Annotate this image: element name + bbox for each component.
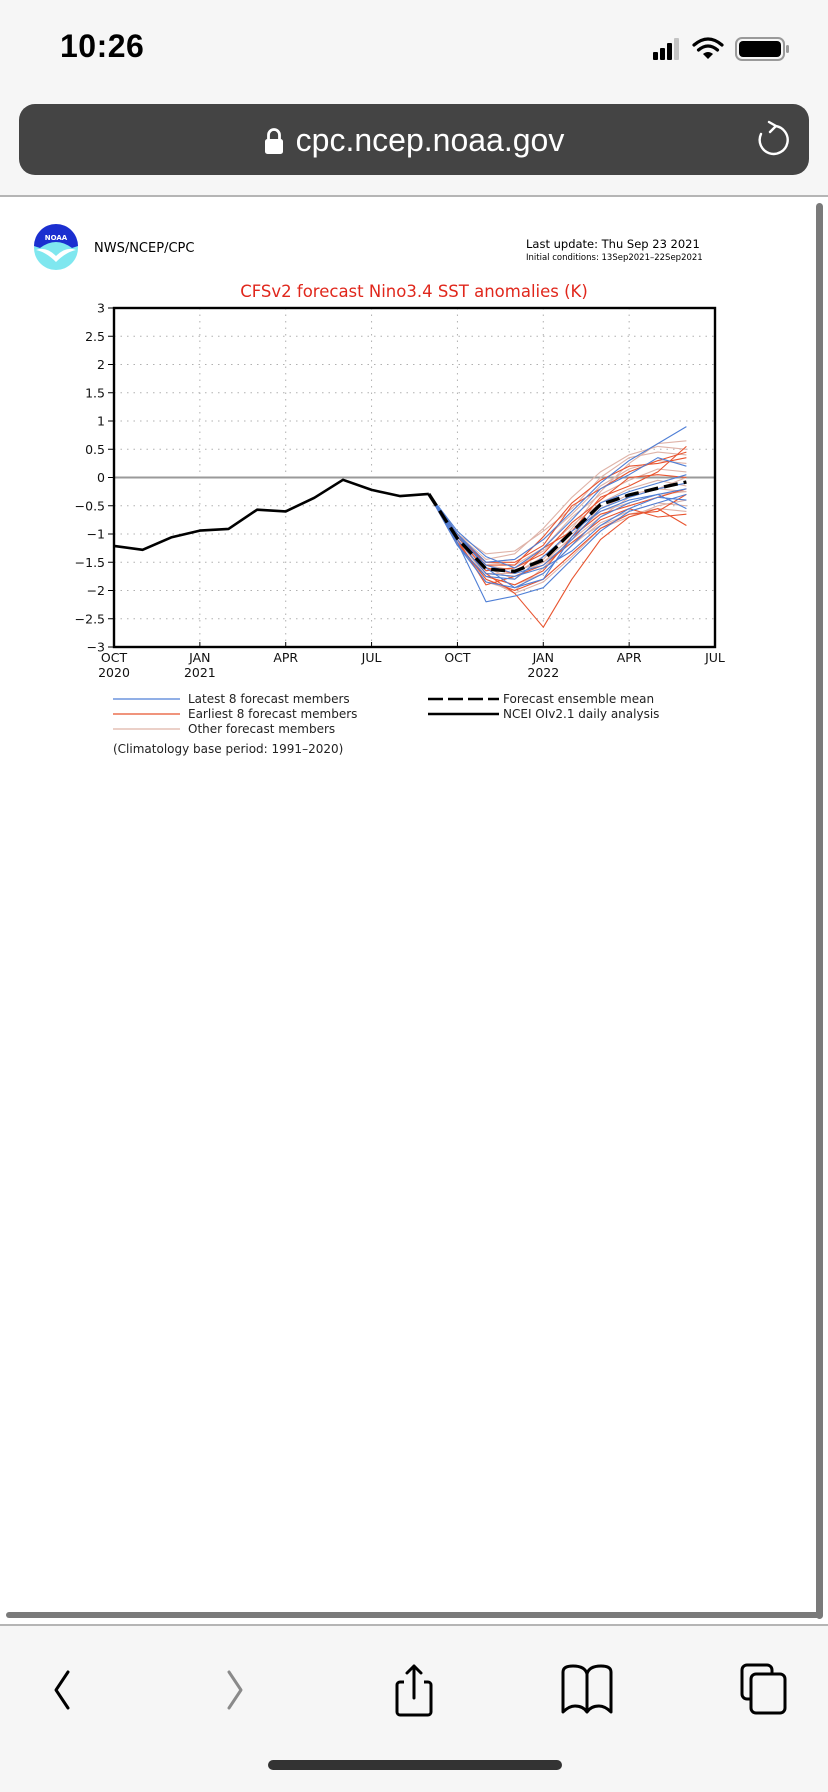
legend-label-other: Other forecast members (188, 722, 335, 736)
latest-member-line (428, 493, 687, 577)
y-tick-label: −2 (87, 583, 105, 598)
tabs-icon[interactable] (737, 1660, 797, 1720)
other-member-line (428, 445, 687, 560)
latest-members (428, 426, 687, 603)
home-indicator (268, 1760, 562, 1770)
noaa-logo-text: NOAA (45, 234, 68, 242)
x-tick-label: OCT (101, 650, 128, 665)
x-tick-label: OCT (444, 650, 471, 665)
y-tick-label: −0.5 (75, 498, 105, 513)
reload-icon[interactable] (753, 120, 791, 158)
x-tick-label: JUL (704, 650, 725, 665)
legend-label-observed: NCEI OIv2.1 daily analysis (503, 707, 659, 721)
ensemble-mean-line (427, 480, 687, 573)
y-tick-label: 2 (97, 357, 105, 372)
toolbar-divider (0, 1624, 828, 1626)
nino34-forecast-chart: NOAA NWS/NCEP/CPC Last update: Thu Sep 2… (34, 224, 725, 756)
wifi-icon (692, 37, 724, 59)
web-page (0, 197, 828, 1625)
x-tick-label: JAN (532, 650, 554, 665)
latest-member-line (428, 493, 687, 580)
x-tick-year-label: 2022 (527, 665, 559, 680)
x-tick-year-label: 2020 (98, 665, 130, 680)
latest-member-line (428, 457, 687, 569)
y-tick-label: −1 (87, 527, 105, 542)
status-icons (653, 37, 789, 61)
status-bar: 10:26 (0, 0, 828, 96)
y-tick-label: −2.5 (75, 611, 105, 626)
lock-icon (264, 127, 283, 154)
forward-icon[interactable] (207, 1660, 267, 1720)
org-label: NWS/NCEP/CPC (94, 241, 194, 256)
chart-title: CFSv2 forecast Nino3.4 SST anomalies (K) (240, 282, 588, 301)
address-bar-divider (0, 195, 828, 197)
y-axis: 3 2.5 2 1.5 1 0.5 0 −0.5 −1 −1.5 −2 −2.5 −3 (75, 301, 114, 655)
y-tick-label: 1.5 (85, 385, 105, 400)
earliest-member-line (428, 488, 687, 586)
x-tick-year-label: 2021 (184, 665, 216, 680)
y-tick-label: 3 (97, 301, 105, 316)
share-icon[interactable] (384, 1660, 444, 1720)
climatology-note: (Climatology base period: 1991–2020) (113, 742, 343, 756)
back-icon[interactable] (30, 1660, 90, 1720)
observed-line (113, 478, 429, 552)
address-bar[interactable]: cpc.ncep.noaa.gov (19, 104, 809, 175)
legend-label-earliest: Earliest 8 forecast members (188, 707, 357, 721)
vertical-scrollbar[interactable] (816, 203, 823, 1619)
x-tick-label: APR (273, 650, 298, 665)
observed-series (113, 478, 429, 552)
x-tick-label: JUL (361, 650, 382, 665)
legend-label-mean: Forecast ensemble mean (503, 692, 654, 706)
y-tick-label: 0 (97, 470, 105, 485)
initial-conditions: Initial conditions: 13Sep2021–22Sep2021 (526, 253, 703, 263)
y-tick-label: 1 (97, 414, 105, 429)
y-tick-label: 0.5 (85, 442, 105, 457)
status-time: 10:26 (60, 28, 145, 64)
last-update: Last update: Thu Sep 23 2021 (526, 237, 700, 251)
y-tick-label: 2.5 (85, 329, 105, 344)
plot-frame (112, 306, 717, 649)
noaa-logo: NOAA (34, 224, 78, 270)
y-tick-label: −3 (87, 640, 105, 655)
horizontal-scrollbar[interactable] (6, 1612, 823, 1618)
cellular-signal-icon (653, 38, 679, 60)
bookmarks-icon[interactable] (557, 1660, 617, 1720)
y-tick-label: −1.5 (75, 555, 105, 570)
x-tick-label: JAN (188, 650, 210, 665)
battery-icon (735, 37, 789, 61)
x-tick-label: APR (617, 650, 642, 665)
url-text[interactable]: cpc.ncep.noaa.gov (295, 122, 565, 158)
latest-member-line (428, 493, 687, 603)
ensemble-mean-series (427, 480, 687, 573)
latest-member-line (428, 426, 687, 563)
latest-member-line (428, 474, 687, 589)
legend: Latest 8 forecast members Earliest 8 for… (113, 692, 659, 756)
legend-label-latest: Latest 8 forecast members (188, 692, 350, 706)
